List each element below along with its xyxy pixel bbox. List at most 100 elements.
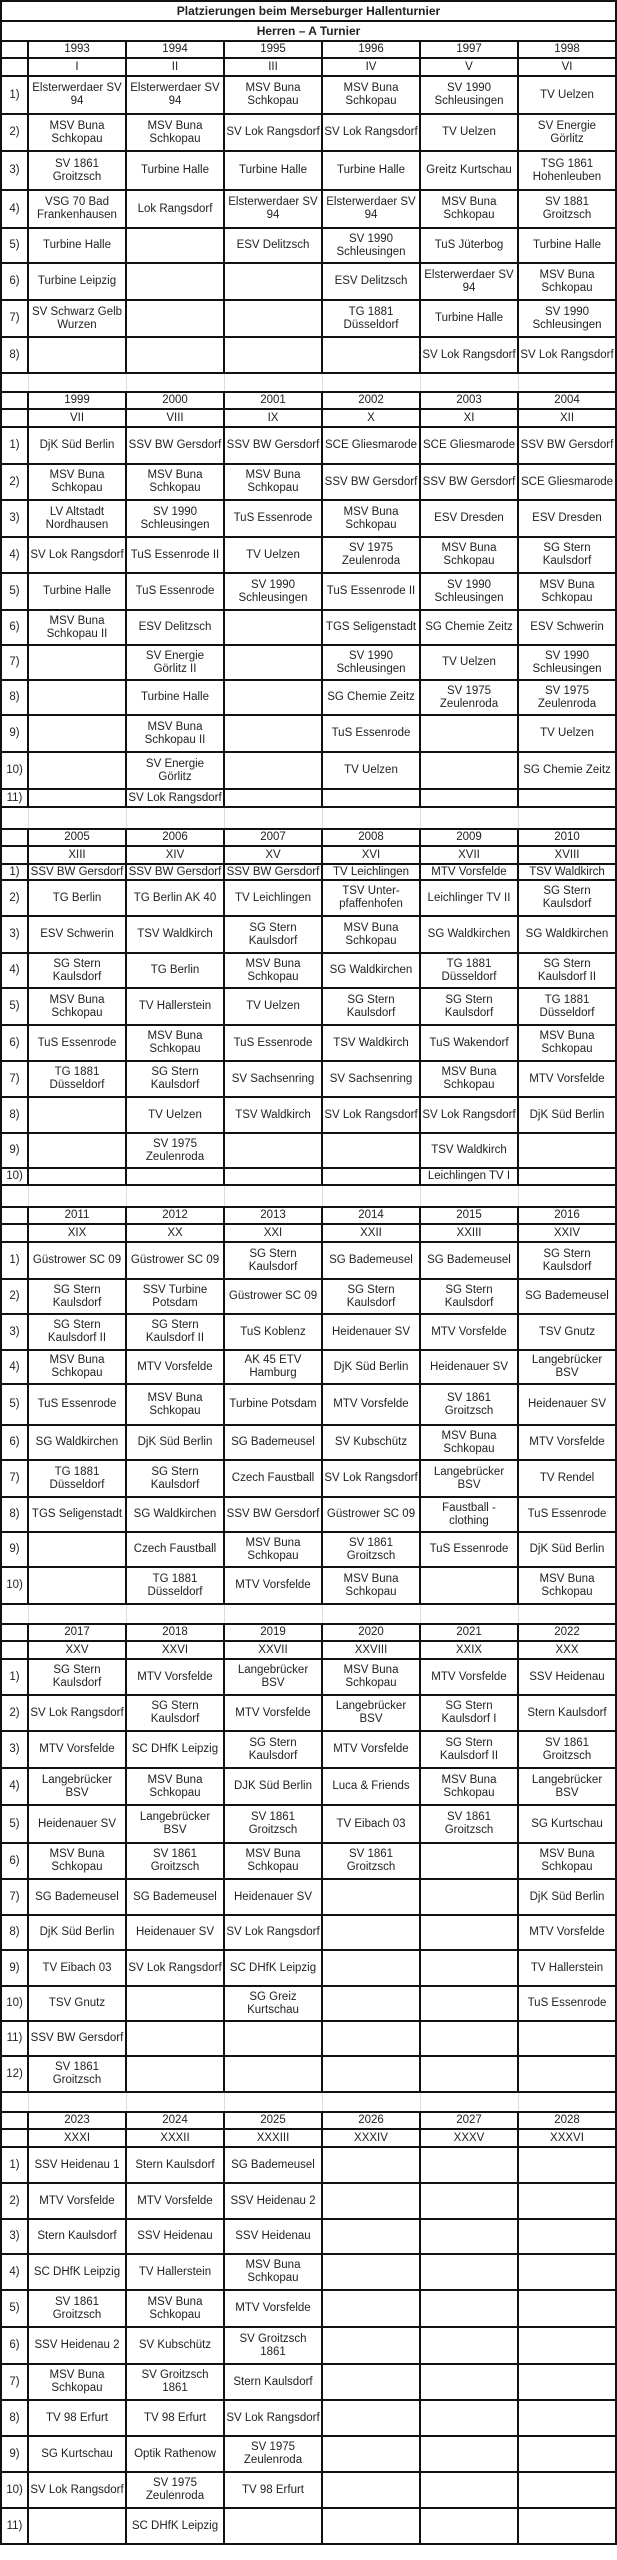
team-cell: SV Lok Rangsdorf xyxy=(517,336,617,374)
team-cell: SSV BW Gersdorf xyxy=(27,2020,127,2057)
edition-header-row: I II III IV V VI xyxy=(0,57,617,77)
team-cell xyxy=(321,1878,421,1916)
team-cell: SV 1990 Schleusingen xyxy=(517,644,617,681)
team-cell: TV Hallerstein xyxy=(125,987,225,1026)
block-separator-row xyxy=(0,1603,617,1625)
team-cell: MTV Vorsfelde xyxy=(125,1658,225,1696)
year-header: 2028 xyxy=(517,2111,617,2130)
team-cell: MTV Vorsfelde xyxy=(321,1730,421,1769)
rank-label: 6) xyxy=(0,1842,29,1880)
team-cell: SV Kubschütz xyxy=(125,2326,225,2365)
year-header: 2011 xyxy=(27,1206,127,1225)
team-cell xyxy=(419,714,519,753)
team-cell: SSV BW Gersdorf xyxy=(223,1496,323,1533)
title-row: Platzierungen beim Merseburger Hallentur… xyxy=(0,0,617,22)
team-cell: TuS Essenrode xyxy=(27,1024,127,1062)
team-cell xyxy=(321,2399,421,2437)
team-cell xyxy=(321,1167,421,1186)
team-cell xyxy=(517,2289,617,2328)
team-cell: TG 1881 Düsseldorf xyxy=(27,1060,127,1098)
rank-label: 8) xyxy=(0,1914,29,1951)
rank-label: 11) xyxy=(0,788,29,808)
team-cell: TV 98 Erfurt xyxy=(223,2471,323,2509)
rank-label: 2) xyxy=(0,463,29,501)
team-cell: TSV Waldkirch xyxy=(321,1024,421,1062)
team-cell: SG Waldkirchen xyxy=(125,1496,225,1533)
year-header: 2017 xyxy=(27,1623,127,1642)
team-cell: Turbine Halle xyxy=(125,679,225,716)
team-cell: SV 1975 Zeulenroda xyxy=(419,679,519,716)
team-cell: ESV Schwerin xyxy=(517,609,617,646)
rank-label: 8) xyxy=(0,2399,29,2437)
team-cell xyxy=(419,2326,519,2365)
rank-label: 9) xyxy=(0,1531,29,1568)
team-cell xyxy=(27,1531,127,1568)
team-cell: MSV Buna Schkopau xyxy=(125,1024,225,1062)
team-cell: MSV Buna Schkopau xyxy=(419,1767,519,1806)
team-cell: TSV Gnutz xyxy=(517,1313,617,1351)
team-cell: TG Berlin xyxy=(27,879,127,917)
separator-cell xyxy=(125,1184,225,1208)
rank-label: 3) xyxy=(0,1313,29,1351)
team-cell xyxy=(125,1167,225,1186)
team-cell: Turbine Halle xyxy=(27,572,127,611)
team-cell xyxy=(223,299,323,338)
rank-label: 8) xyxy=(0,336,29,374)
year-header: 2003 xyxy=(419,391,519,410)
separator-cell xyxy=(27,2091,127,2113)
team-cell: MTV Vorsfelde xyxy=(419,1313,519,1351)
team-cell: TG 1881 Düsseldorf xyxy=(27,1459,127,1498)
team-cell: SV 1990 Schleusingen xyxy=(517,299,617,338)
team-cell: Turbine Halle xyxy=(223,150,323,191)
team-cell: TuS Essenrode xyxy=(321,714,421,753)
team-cell xyxy=(321,2020,421,2057)
team-cell: Faustball - clothing xyxy=(419,1496,519,1533)
team-cell: SV 1975 Zeulenroda xyxy=(125,1132,225,1169)
placement-row: 4) Langebrücker BSV MSV Buna Schkopau DJK S… xyxy=(0,1767,617,1806)
team-cell xyxy=(517,788,617,808)
rank-label: 2) xyxy=(0,1694,29,1732)
team-cell: SV 1990 Schleusingen xyxy=(223,572,323,611)
separator-cell xyxy=(419,806,519,830)
team-cell: Stern Kaulsdorf xyxy=(223,2363,323,2401)
team-cell: Czech Faustball xyxy=(125,1531,225,1568)
separator-cell xyxy=(0,1603,29,1625)
placement-row: 4) VSG 70 Bad Frankenhausen Lok Rangsdorf E… xyxy=(0,189,617,229)
team-cell xyxy=(419,1878,519,1916)
placement-row: 5) Turbine Halle TuS Essenrode SV 1990 Schl… xyxy=(0,572,617,611)
team-cell: SV Lok Rangsdorf xyxy=(223,2399,323,2437)
team-cell: MSV Buna Schkopau xyxy=(27,1349,127,1385)
team-cell: MSV Buna Schkopau xyxy=(517,1842,617,1880)
team-cell: ESV Delitzsch xyxy=(125,609,225,646)
placement-row: 7) TG 1881 Düsseldorf SG Stern Kaulsdorf Cz… xyxy=(0,1459,617,1498)
team-cell: SV 1861 Groitzsch xyxy=(321,1531,421,1568)
team-cell: TV Eibach 03 xyxy=(321,1804,421,1844)
team-cell xyxy=(223,2507,323,2545)
team-cell: MTV Vorsfelde xyxy=(27,2182,127,2220)
team-cell xyxy=(419,2146,519,2184)
edition-number: XI xyxy=(419,408,519,428)
team-cell xyxy=(517,2146,617,2184)
team-cell: SG Stern Kaulsdorf II xyxy=(517,952,617,989)
corner-cell xyxy=(0,845,29,865)
year-header: 2019 xyxy=(223,1623,323,1642)
rank-label: 1) xyxy=(0,863,29,881)
placement-row: 2) MSV Buna Schkopau MSV Buna Schkopau MSV … xyxy=(0,463,617,501)
separator-cell xyxy=(517,372,617,393)
team-cell: SV 1861 Groitzsch xyxy=(321,1842,421,1880)
team-cell: ESV Delitzsch xyxy=(321,262,421,301)
separator-cell xyxy=(125,2091,225,2113)
team-cell xyxy=(223,751,323,790)
edition-number: I xyxy=(27,57,127,77)
separator-cell xyxy=(517,2091,617,2113)
team-cell: MSV Buna Schkopau xyxy=(223,1531,323,1568)
team-cell: MTV Vorsfelde xyxy=(517,1914,617,1951)
team-cell: MSV Buna Schkopau xyxy=(27,463,127,501)
rank-label: 9) xyxy=(0,1949,29,1987)
edition-number: XIII xyxy=(27,845,127,865)
team-cell xyxy=(321,2182,421,2220)
rank-label: 10) xyxy=(0,1167,29,1186)
team-cell xyxy=(517,2435,617,2473)
team-cell: MSV Buna Schkopau xyxy=(223,463,323,501)
team-cell xyxy=(517,2399,617,2437)
